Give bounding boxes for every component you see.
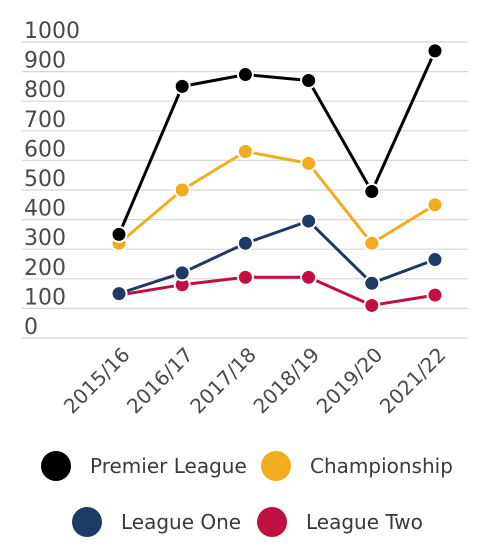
- x-tick-label-2017-18: 2017/18: [185, 343, 261, 419]
- point-championship-2021-22: [426, 196, 444, 214]
- series-line-league-one: [117, 219, 437, 296]
- legend-label-league-one: League One: [121, 510, 241, 534]
- legend-item-premier-league: Premier League: [41, 451, 247, 481]
- point-championship-2019-20: [363, 234, 381, 252]
- point-league-two-2021-22: [426, 286, 444, 304]
- y-tick-label-700: 700: [24, 108, 66, 133]
- x-axis-tick-labels: 2015/162016/172017/182018/192019/202021/…: [59, 343, 451, 419]
- series-premier-league: [110, 42, 444, 243]
- gridlines: [22, 41, 468, 339]
- legend-item-league-one: League One: [72, 507, 241, 537]
- point-league-one-2018-19: [300, 212, 318, 230]
- y-tick-label-200: 200: [24, 256, 66, 281]
- y-tick-label-300: 300: [24, 226, 66, 251]
- legend-item-championship: Championship: [261, 451, 453, 481]
- series-league-one: [110, 212, 444, 303]
- x-tick-label-2018-19: 2018/19: [248, 343, 324, 419]
- y-tick-label-500: 500: [24, 167, 66, 192]
- point-premier-league-2021-22: [426, 42, 444, 60]
- legend-label-championship: Championship: [310, 454, 453, 478]
- y-tick-label-900: 900: [24, 49, 66, 74]
- point-league-one-2016-17: [173, 264, 191, 282]
- legend-swatch-league-two: [257, 507, 287, 537]
- x-tick-label-2021-22: 2021/22: [375, 343, 451, 419]
- legend-swatch-league-one: [72, 507, 102, 537]
- legend-swatch-championship: [261, 451, 291, 481]
- legend-swatch-premier-league: [41, 451, 71, 481]
- y-tick-label-1000: 1000: [24, 19, 80, 44]
- series-group: [110, 42, 444, 314]
- series-line-league-two: [117, 275, 437, 307]
- legend-label-premier-league: Premier League: [90, 454, 247, 478]
- point-league-one-2019-20: [363, 274, 381, 292]
- y-tick-label-800: 800: [24, 78, 66, 103]
- legend-label-league-two: League Two: [306, 510, 423, 534]
- legend: Premier League Championship League One Leag…: [41, 451, 453, 537]
- y-axis-tick-labels: 0 100 200 300 400 500 600 700 800 900 1000: [24, 19, 80, 340]
- point-premier-league-2016-17: [173, 77, 191, 95]
- x-tick-label-2015-16: 2015/16: [59, 343, 135, 419]
- point-premier-league-2019-20: [363, 182, 381, 200]
- point-championship-2017-18: [236, 143, 254, 161]
- point-premier-league-2018-19: [300, 71, 318, 89]
- x-tick-label-2019-20: 2019/20: [312, 343, 388, 419]
- y-tick-label-600: 600: [24, 137, 66, 162]
- series-line-championship: [117, 150, 437, 245]
- point-league-two-2018-19: [300, 268, 318, 286]
- point-league-one-2015-16: [110, 285, 128, 303]
- x-tick-label-2016-17: 2016/17: [122, 343, 198, 419]
- legend-item-league-two: League Two: [257, 507, 423, 537]
- y-tick-label-0: 0: [24, 315, 38, 340]
- point-league-one-2021-22: [426, 251, 444, 269]
- y-tick-label-400: 400: [24, 197, 66, 222]
- point-championship-2016-17: [173, 181, 191, 199]
- series-line-premier-league: [117, 49, 437, 236]
- y-tick-label-100: 100: [24, 285, 66, 310]
- point-league-one-2017-18: [236, 234, 254, 252]
- point-championship-2018-19: [300, 154, 318, 172]
- point-premier-league-2015-16: [110, 225, 128, 243]
- point-league-two-2017-18: [236, 268, 254, 286]
- point-premier-league-2017-18: [236, 66, 254, 84]
- point-league-two-2019-20: [363, 296, 381, 314]
